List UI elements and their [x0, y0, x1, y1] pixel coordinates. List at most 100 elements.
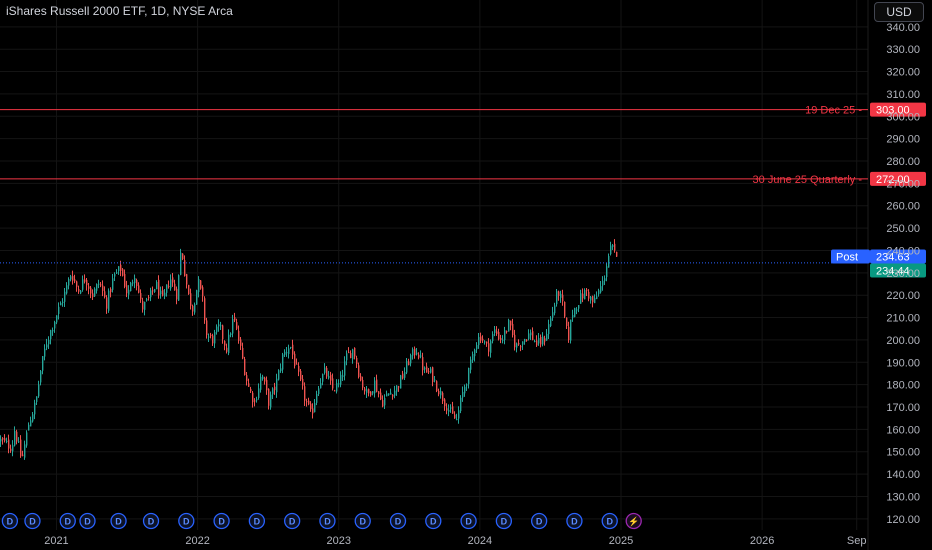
candle[interactable] [384, 394, 386, 410]
candle[interactable] [432, 366, 434, 387]
candle[interactable] [220, 321, 222, 331]
candle[interactable] [10, 444, 12, 453]
candle[interactable] [68, 277, 70, 290]
candle[interactable] [612, 243, 614, 251]
candle[interactable] [254, 398, 256, 407]
dividend-marker[interactable]: D [213, 512, 230, 530]
candle[interactable] [386, 390, 388, 397]
candle[interactable] [400, 374, 402, 389]
candle[interactable] [256, 396, 258, 403]
candle[interactable] [514, 329, 516, 351]
candle[interactable] [274, 382, 276, 395]
dividend-marker[interactable]: D [389, 512, 407, 530]
candle[interactable] [530, 329, 532, 341]
candle[interactable] [476, 342, 478, 353]
candle[interactable] [594, 294, 596, 304]
candle[interactable] [348, 347, 350, 354]
candle[interactable] [344, 356, 346, 381]
candle[interactable] [22, 450, 24, 457]
candle[interactable] [58, 302, 60, 320]
candle[interactable] [294, 351, 296, 369]
candle[interactable] [106, 295, 108, 314]
candle[interactable] [608, 253, 610, 268]
candle[interactable] [50, 329, 52, 345]
candle[interactable] [490, 339, 492, 358]
candle[interactable] [570, 319, 572, 344]
candle[interactable] [444, 398, 446, 411]
candle[interactable] [180, 248, 182, 276]
candle[interactable] [188, 284, 190, 295]
candle[interactable] [408, 358, 410, 366]
candle[interactable] [280, 363, 282, 373]
candle[interactable] [236, 318, 238, 331]
candle[interactable] [76, 280, 78, 292]
candle[interactable] [602, 276, 604, 291]
candle[interactable] [590, 295, 592, 304]
candle[interactable] [204, 296, 206, 324]
candle[interactable] [124, 269, 126, 289]
candle[interactable] [244, 356, 246, 376]
candle[interactable] [448, 404, 450, 417]
candle[interactable] [586, 288, 588, 296]
candle[interactable] [522, 341, 524, 350]
candle[interactable] [582, 288, 584, 303]
candle[interactable] [110, 287, 112, 298]
candle[interactable] [170, 274, 172, 291]
candle[interactable] [378, 391, 380, 398]
candle[interactable] [132, 279, 134, 287]
candle[interactable] [584, 288, 586, 300]
candle[interactable] [396, 385, 398, 396]
candle[interactable] [548, 319, 550, 339]
candle[interactable] [108, 288, 110, 313]
candle[interactable] [486, 341, 488, 347]
candlestick-series[interactable] [0, 239, 618, 460]
candle[interactable] [172, 272, 174, 287]
candle[interactable] [26, 430, 28, 448]
candle[interactable] [564, 301, 566, 319]
candle[interactable] [458, 406, 460, 424]
candle[interactable] [264, 376, 266, 385]
candle[interactable] [258, 383, 260, 400]
candle[interactable] [198, 276, 200, 298]
candle[interactable] [462, 386, 464, 402]
candle[interactable] [232, 314, 234, 338]
candle[interactable] [288, 344, 290, 359]
candle[interactable] [598, 288, 600, 297]
candle[interactable] [42, 356, 44, 375]
candle[interactable] [54, 320, 56, 333]
candle[interactable] [424, 366, 426, 374]
candle[interactable] [266, 376, 268, 395]
candle[interactable] [18, 437, 20, 443]
candle[interactable] [316, 390, 318, 406]
candle[interactable] [304, 382, 306, 407]
candle[interactable] [394, 385, 396, 399]
candle[interactable] [24, 440, 26, 460]
candle[interactable] [8, 434, 10, 454]
candle[interactable] [422, 352, 424, 376]
candle[interactable] [196, 289, 198, 305]
candle[interactable] [48, 336, 50, 350]
candle[interactable] [230, 332, 232, 338]
candle[interactable] [376, 374, 378, 393]
candle[interactable] [234, 312, 236, 323]
candle[interactable] [482, 335, 484, 343]
candle[interactable] [568, 321, 570, 343]
candle[interactable] [270, 391, 272, 410]
candle[interactable] [2, 437, 4, 445]
candle[interactable] [528, 329, 530, 341]
candle[interactable] [114, 272, 116, 281]
candle[interactable] [374, 377, 376, 398]
candle[interactable] [434, 376, 436, 383]
candle[interactable] [200, 280, 202, 290]
candle[interactable] [250, 386, 252, 394]
dividend-marker[interactable]: D [110, 512, 127, 530]
candle[interactable] [214, 329, 216, 349]
candle[interactable] [104, 286, 106, 299]
candle[interactable] [298, 362, 300, 377]
candle[interactable] [342, 369, 344, 381]
candle[interactable] [158, 275, 160, 299]
candle[interactable] [150, 287, 152, 302]
candle[interactable] [438, 388, 440, 397]
candle[interactable] [402, 370, 404, 380]
candle[interactable] [98, 279, 100, 289]
